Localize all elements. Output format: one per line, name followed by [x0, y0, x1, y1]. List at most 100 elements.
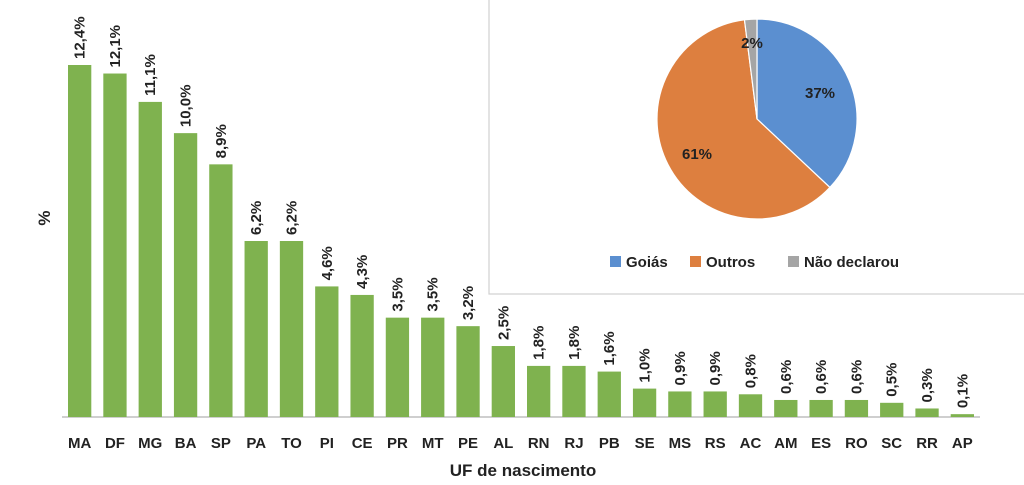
- pie-label-outros: 61%: [682, 146, 712, 163]
- bar-pa: [244, 241, 268, 417]
- x-tick-rs: RS: [705, 435, 726, 452]
- bar-ac: [738, 394, 763, 417]
- pie-slice-labels: 37% 61% 2%: [682, 35, 835, 163]
- bar-rr: [915, 408, 939, 417]
- value-label-df: 12,1%: [107, 25, 124, 68]
- x-tick-al: AL: [493, 435, 513, 452]
- x-tick-pr: PR: [387, 435, 408, 452]
- x-tick-am: AM: [774, 435, 797, 452]
- bar-ro: [844, 399, 869, 417]
- pie-slice-goias: [756, 18, 858, 189]
- x-tick-mt: MT: [422, 435, 444, 452]
- value-label-rs: 0,9%: [707, 351, 724, 385]
- x-axis-title: UF de nascimento: [450, 461, 596, 480]
- bar-rj: [562, 365, 586, 417]
- value-label-ma: 12,4%: [72, 16, 89, 59]
- value-label-se: 1,0%: [637, 348, 654, 382]
- value-label-al: 2,5%: [495, 306, 512, 340]
- x-tick-ce: CE: [352, 435, 373, 452]
- value-label-ce: 4,3%: [354, 255, 371, 289]
- pie-chart-panel: 37% 61% 2% Goiás Outros Não declarou: [488, 0, 1024, 295]
- bar-df: [103, 73, 127, 418]
- bar-ma: [68, 65, 92, 417]
- x-tick-ap: AP: [952, 435, 973, 452]
- bar-mt: [421, 317, 445, 417]
- bar-se: [632, 388, 657, 417]
- bar-pi: [315, 286, 339, 417]
- bar-rn: [527, 365, 551, 417]
- x-tick-se: SE: [635, 435, 655, 452]
- x-tick-ro: RO: [845, 435, 868, 452]
- legend-label-goias: Goiás: [626, 254, 668, 271]
- value-label-sc: 0,5%: [884, 363, 901, 397]
- bar-sp: [209, 164, 233, 417]
- bar-ms: [668, 391, 692, 417]
- x-tick-ac: AC: [740, 435, 762, 452]
- bar-es: [809, 399, 833, 417]
- value-label-sp: 8,9%: [213, 124, 230, 158]
- x-tick-pa: PA: [246, 435, 266, 452]
- legend-label-nao-declarou: Não declarou: [804, 254, 899, 271]
- value-label-pb: 1,6%: [601, 331, 618, 365]
- x-tick-pi: PI: [320, 435, 334, 452]
- value-label-ro: 0,6%: [848, 360, 865, 394]
- x-tick-sc: SC: [881, 435, 902, 452]
- value-label-pa: 6,2%: [248, 201, 265, 235]
- x-tick-ms: MS: [669, 435, 692, 452]
- value-label-rj: 1,8%: [566, 326, 583, 360]
- pie-slices: [656, 18, 858, 220]
- bar-pe: [456, 326, 480, 417]
- value-labels: 12,4% 12,1% 11,1% 10,0% 8,9% 6,2% 6,2% 4,6% 4,3%…: [72, 16, 972, 408]
- x-tick-sp: SP: [211, 435, 231, 452]
- value-label-ac: 0,8%: [742, 354, 759, 388]
- bar-mg: [138, 101, 162, 418]
- bar-rs: [703, 391, 727, 417]
- x-tick-rj: RJ: [564, 435, 583, 452]
- y-axis-title: %: [35, 210, 54, 225]
- value-label-pr: 3,5%: [389, 277, 406, 311]
- bar-pr: [385, 317, 410, 417]
- bar-al: [491, 346, 515, 417]
- bar-pb: [597, 371, 621, 417]
- x-tick-ba: BA: [175, 435, 197, 452]
- pie-slice-outros: [656, 19, 831, 220]
- bar-ba: [173, 133, 198, 417]
- bar-ap: [950, 414, 974, 417]
- x-tick-es: ES: [811, 435, 831, 452]
- x-tick-pb: PB: [599, 435, 620, 452]
- x-tick-rn: RN: [528, 435, 550, 452]
- pie-slice-nao-declarou: [743, 18, 758, 120]
- legend-swatch-goias: [610, 256, 621, 267]
- value-label-am: 0,6%: [778, 360, 795, 394]
- x-tick-labels: MA DF MG BA SP PA TO PI CE PR MT PE AL RN RJ PB SE MS RS AC…: [68, 435, 973, 452]
- bar-to: [279, 241, 304, 417]
- value-label-pe: 3,2%: [460, 286, 477, 320]
- legend-swatch-nao-declarou: [788, 256, 799, 267]
- value-label-rn: 1,8%: [531, 326, 548, 360]
- x-tick-df: DF: [105, 435, 125, 452]
- value-label-ap: 0,1%: [954, 374, 971, 408]
- value-label-rr: 0,3%: [919, 368, 936, 402]
- x-tick-ma: MA: [68, 435, 91, 452]
- x-tick-pe: PE: [458, 435, 478, 452]
- value-label-pi: 4,6%: [319, 246, 336, 280]
- value-label-ms: 0,9%: [672, 351, 689, 385]
- value-label-to: 6,2%: [283, 201, 300, 235]
- x-tick-to: TO: [281, 435, 302, 452]
- bar-series: [68, 65, 974, 418]
- legend-swatch-outros: [690, 256, 701, 267]
- x-tick-rr: RR: [916, 435, 938, 452]
- bar-chart: 12,4% 12,1% 11,1% 10,0% 8,9% 6,2% 6,2% 4,6% 4,3%…: [35, 16, 980, 480]
- bar-sc: [880, 402, 904, 417]
- bar-am: [774, 399, 798, 417]
- bar-ce: [350, 294, 374, 417]
- x-tick-mg: MG: [138, 435, 162, 452]
- legend-label-outros: Outros: [706, 254, 755, 271]
- pie-label-nao-declarou: 2%: [741, 35, 763, 52]
- pie-label-goias: 37%: [805, 85, 835, 102]
- value-label-ba: 10,0%: [178, 85, 195, 128]
- value-label-mt: 3,5%: [425, 277, 442, 311]
- value-label-es: 0,6%: [813, 360, 830, 394]
- value-label-mg: 11,1%: [142, 54, 159, 96]
